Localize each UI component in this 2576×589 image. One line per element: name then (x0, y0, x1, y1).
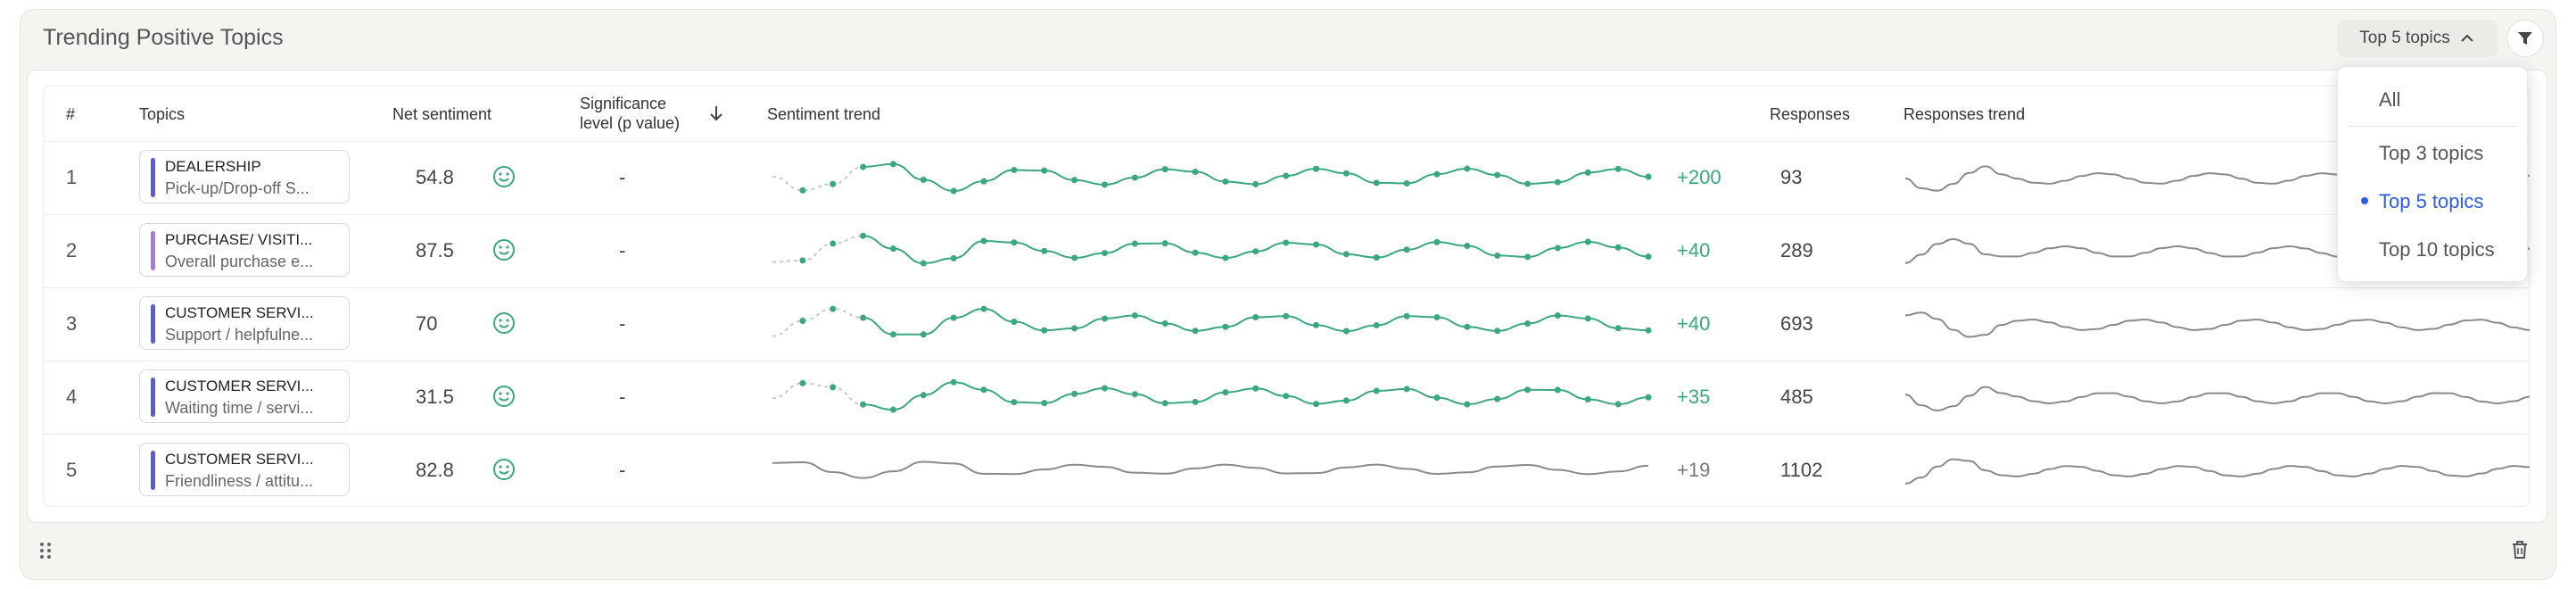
dropdown-option-all[interactable]: All (2379, 88, 2401, 111)
smiley-icon (493, 166, 515, 187)
responses-count: 93 (1780, 166, 1803, 188)
topic-subtopic: Friendliness / attitu... (165, 472, 314, 490)
responses-count: 693 (1780, 312, 1813, 335)
arrow-down-icon[interactable] (708, 104, 724, 123)
header-topics: Topics (139, 105, 186, 123)
row-rank: 2 (66, 239, 78, 261)
smiley-icon (493, 239, 515, 261)
significance-value: - (619, 459, 626, 481)
net-sentiment-value: 87.5 (416, 239, 454, 261)
responses-trend-sparkline (1905, 311, 2530, 338)
top-topics-select[interactable]: Top 5 topics (2337, 20, 2498, 57)
header-responses-trend: Responses trend (1903, 105, 2026, 123)
card-title: Trending Positive Topics (43, 25, 284, 50)
topic-chip[interactable]: CUSTOMER SERVI... Waiting time / servi..… (139, 369, 350, 423)
topic-name: PURCHASE/ VISITI... (165, 231, 313, 248)
row-rank: 4 (66, 386, 78, 408)
smiley-icon (493, 312, 515, 334)
selected-indicator (2361, 197, 2368, 204)
sentiment-delta: +200 (1677, 166, 1721, 188)
responses-count: 289 (1780, 239, 1813, 261)
significance-value: - (619, 386, 626, 408)
filter-icon (2518, 32, 2532, 45)
net-sentiment-value: 31.5 (416, 386, 454, 408)
topic-name: DEALERSHIP (165, 158, 261, 175)
row-divider (44, 434, 2529, 435)
row-rank: 5 (66, 459, 78, 481)
header-sentiment-trend: Sentiment trend (767, 105, 881, 123)
header-rank: # (66, 105, 76, 123)
topic-color-bar (151, 158, 155, 197)
topic-color-bar (151, 304, 155, 344)
top-topics-dropdown: All Top 3 topics Top 5 topics Top 10 top… (2337, 66, 2528, 282)
net-sentiment-value: 70 (416, 312, 438, 335)
dropdown-option-top-10[interactable]: Top 10 topics (2379, 238, 2495, 261)
net-sentiment-value: 54.8 (416, 166, 454, 188)
topic-color-bar (151, 451, 155, 490)
sentiment-trend-sparkline (772, 378, 1652, 413)
filter-button[interactable] (2506, 20, 2544, 57)
top-topics-select-label: Top 5 topics (2359, 29, 2450, 47)
sentiment-delta: +19 (1677, 459, 1711, 481)
header-responses: Responses (1770, 105, 1851, 123)
topic-chip[interactable]: PURCHASE/ VISITI... Overall purchase e..… (139, 223, 350, 277)
row-rank: 3 (66, 312, 78, 335)
dropdown-option-top-5[interactable]: Top 5 topics (2379, 190, 2484, 212)
row-divider (44, 287, 2529, 288)
responses-trend-sparkline (1905, 386, 2530, 411)
topic-name: CUSTOMER SERVI... (165, 451, 314, 468)
significance-value: - (619, 166, 626, 188)
topic-subtopic: Overall purchase e... (165, 253, 314, 270)
responses-trend-sparkline (1905, 458, 2530, 485)
drag-handle-icon[interactable] (39, 541, 52, 560)
header-significance-line1: Significance (580, 95, 667, 112)
topic-color-bar (151, 377, 155, 417)
smiley-icon (493, 459, 515, 480)
sentiment-delta: +40 (1677, 312, 1711, 335)
dropdown-option-top-3[interactable]: Top 3 topics (2379, 142, 2484, 164)
dropdown-separator (2349, 126, 2516, 127)
sentiment-trend-sparkline (772, 460, 1649, 479)
sentiment-trend-sparkline (772, 161, 1652, 195)
header-net-sentiment: Net sentiment (392, 105, 492, 123)
smiley-icon (493, 386, 515, 407)
topic-name: CUSTOMER SERVI... (165, 304, 314, 321)
responses-count: 485 (1780, 386, 1813, 408)
row-divider (44, 141, 2529, 142)
trash-icon[interactable] (2510, 539, 2530, 560)
topic-chip[interactable]: DEALERSHIP Pick-up/Drop-off S... (139, 150, 350, 203)
sentiment-trend-sparkline (772, 232, 1652, 267)
responses-count: 1102 (1780, 459, 1823, 481)
topic-chip[interactable]: CUSTOMER SERVI... Friendliness / attitu.… (139, 443, 350, 496)
significance-value: - (619, 312, 626, 335)
sentiment-delta: +35 (1677, 386, 1711, 408)
sentiment-delta: +40 (1677, 239, 1711, 261)
row-divider (44, 214, 2529, 215)
net-sentiment-value: 82.8 (416, 459, 454, 481)
topic-chip[interactable]: CUSTOMER SERVI... Support / helpfulne... (139, 296, 350, 350)
row-rank: 1 (66, 166, 78, 188)
header-significance-line2: level (p value) (580, 114, 681, 132)
significance-value: - (619, 239, 626, 261)
topic-subtopic: Support / helpfulne... (165, 326, 314, 344)
topic-color-bar (151, 231, 155, 270)
topic-name: CUSTOMER SERVI... (165, 377, 314, 394)
topics-table (43, 86, 2530, 507)
sentiment-trend-sparkline (772, 305, 1652, 338)
topic-subtopic: Waiting time / servi... (165, 399, 314, 417)
topic-subtopic: Pick-up/Drop-off S... (165, 179, 310, 197)
chevron-up-icon (2460, 34, 2473, 42)
